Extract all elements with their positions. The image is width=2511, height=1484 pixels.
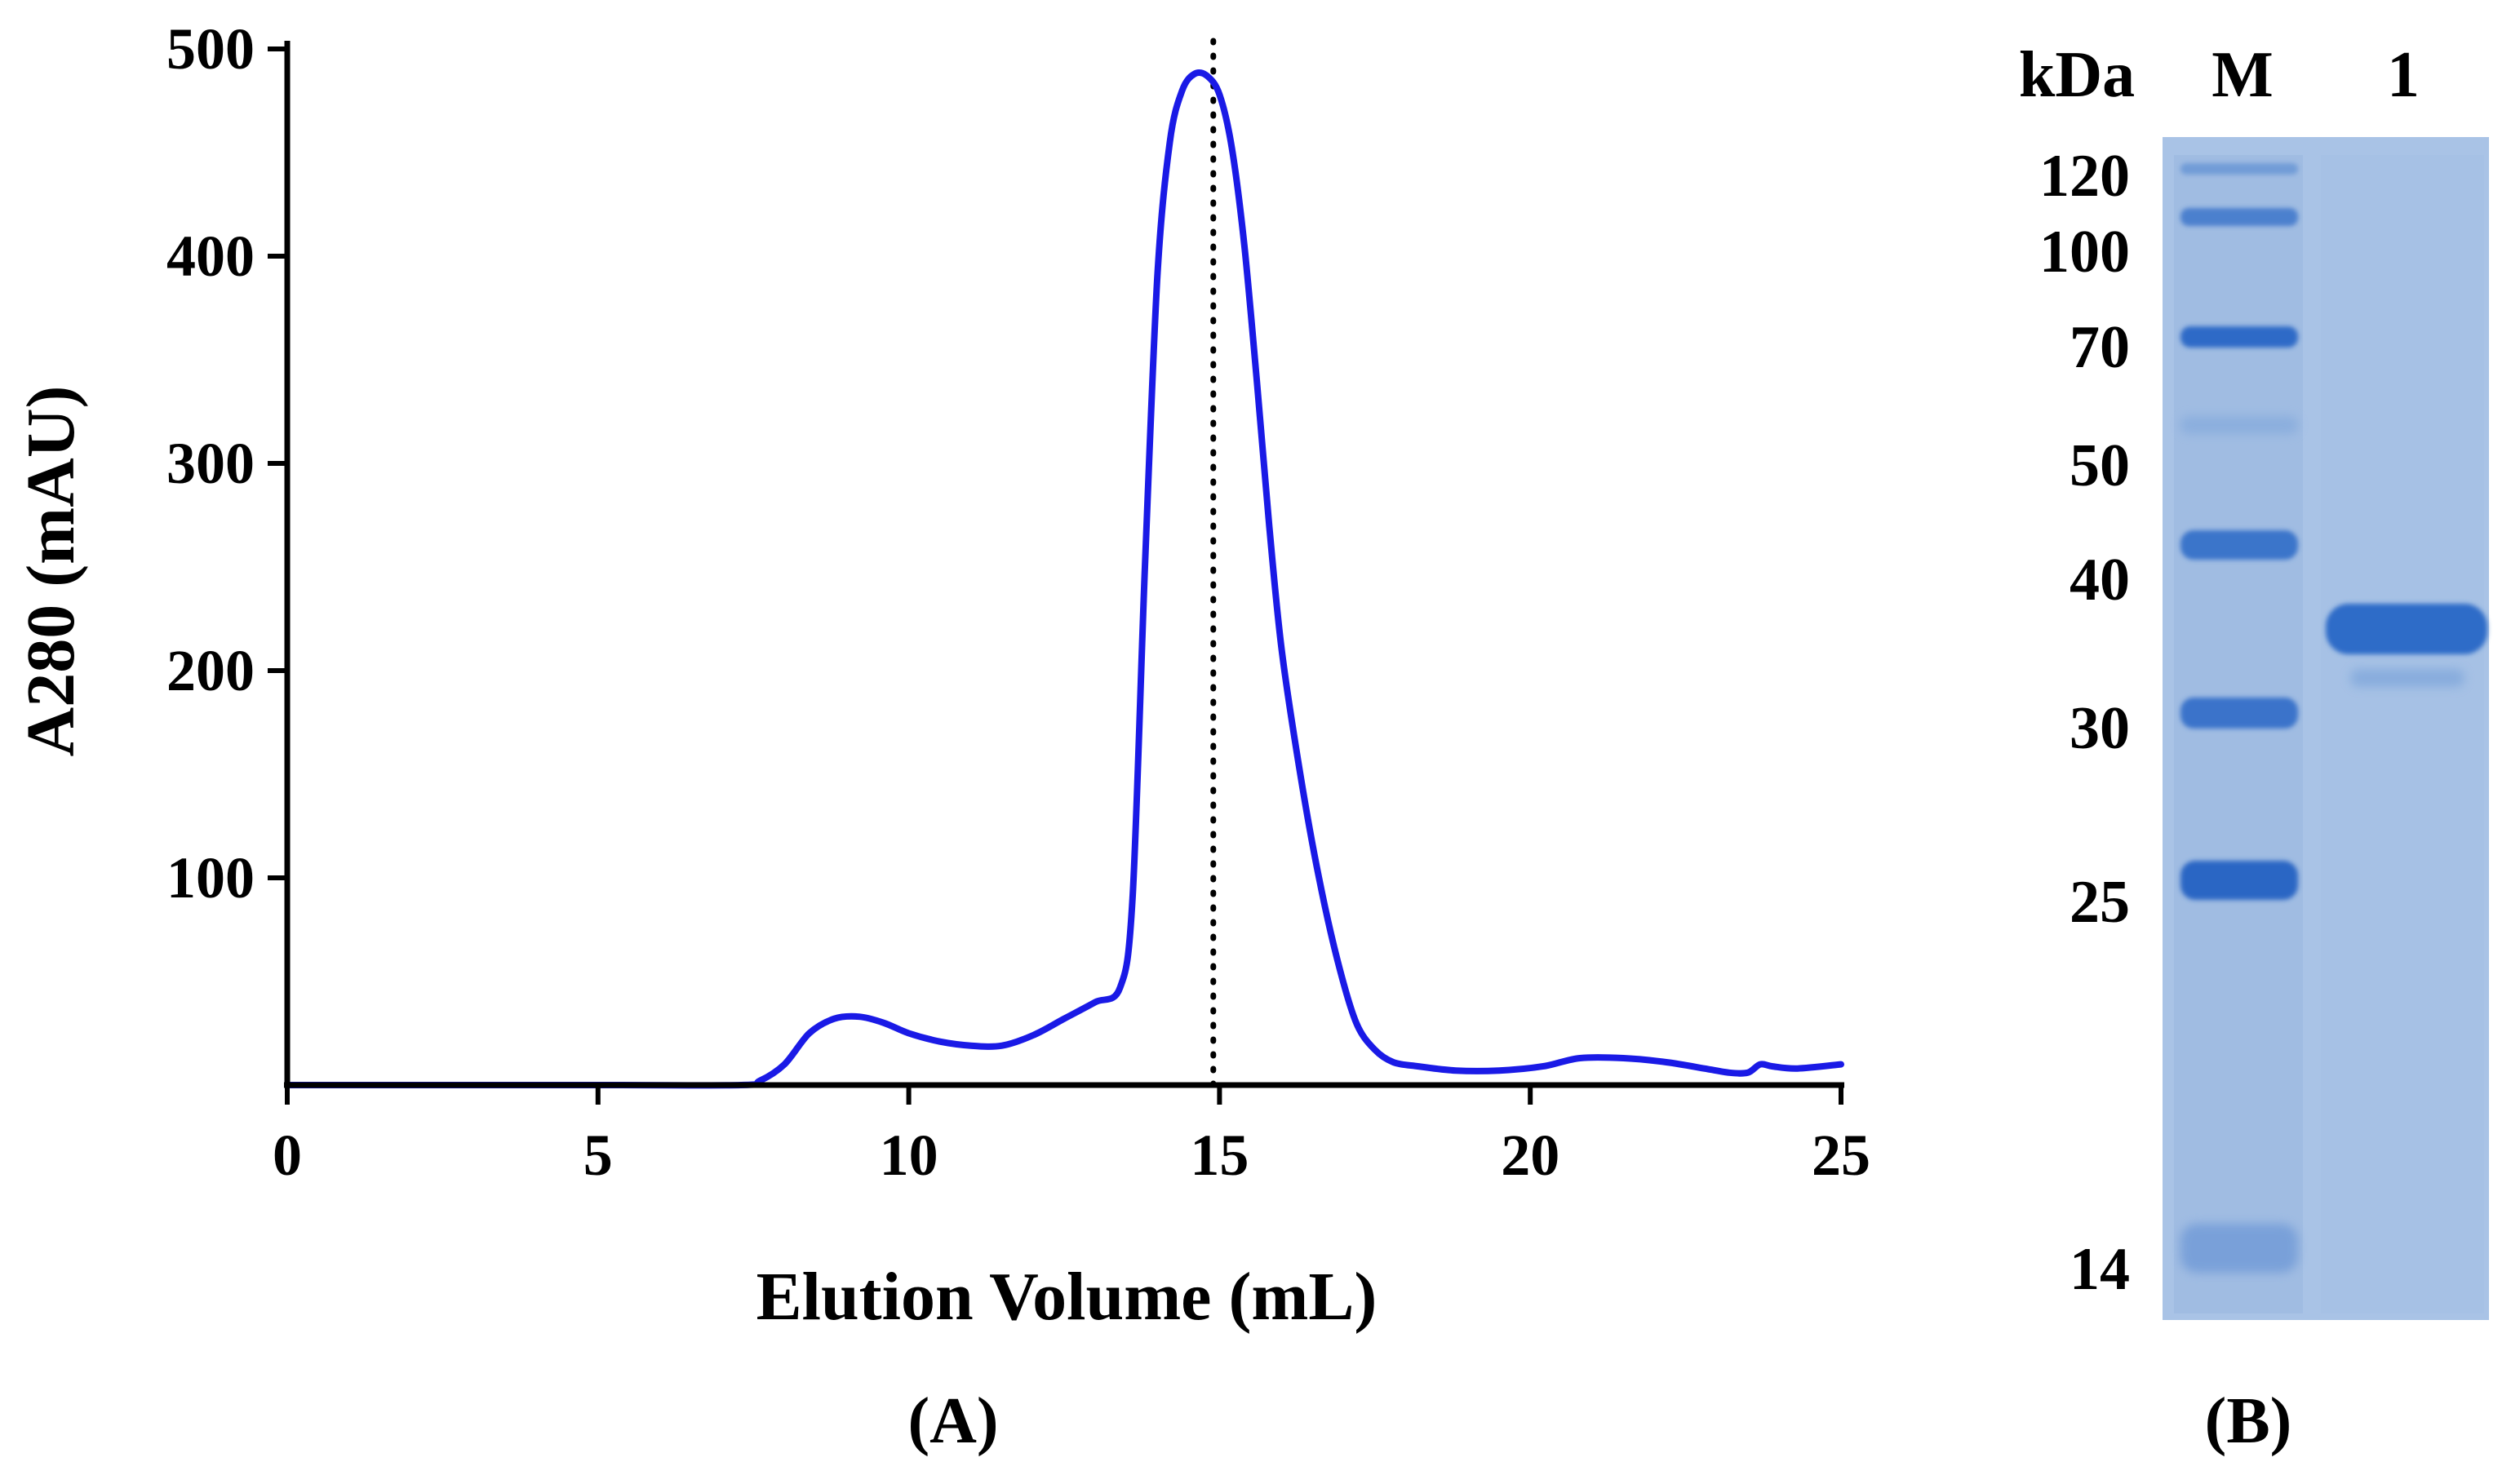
marker-band-110 bbox=[2180, 208, 2298, 226]
x-tick-label: 25 bbox=[1812, 1123, 1870, 1188]
x-tick-label: 15 bbox=[1190, 1123, 1249, 1188]
mw-label-100: 100 bbox=[2039, 219, 2130, 286]
mw-label-40: 40 bbox=[2070, 547, 2130, 614]
x-tick-label: 5 bbox=[583, 1123, 613, 1188]
y-tick-label: 200 bbox=[166, 638, 255, 703]
tick-label-layer: 0 5 10 15 20 25 100 200 300 400 500 bbox=[166, 16, 1870, 1188]
y-tick-label: 300 bbox=[166, 431, 255, 496]
mw-label-70: 70 bbox=[2070, 314, 2130, 381]
mw-label-120: 120 bbox=[2039, 143, 2130, 210]
x-tick-label: 10 bbox=[880, 1123, 938, 1188]
mw-label-14: 14 bbox=[2070, 1236, 2130, 1303]
panel-b-label: (B) bbox=[2205, 1385, 2292, 1457]
marker-band-45 bbox=[2180, 530, 2298, 560]
axes-layer bbox=[268, 41, 1844, 1105]
mw-label-50: 50 bbox=[2070, 432, 2130, 499]
gel-lane-1-label: 1 bbox=[2387, 39, 2420, 111]
chromatogram-chart: 0 5 10 15 20 25 100 200 300 400 500 Elution Volume… bbox=[13, 16, 1870, 1457]
y-axis-title: A280 (mAU) bbox=[13, 386, 89, 757]
marker-band-120 bbox=[2180, 163, 2298, 175]
sds-page-gel: kDa M 1 120 100 70 50 40 30 25 14 (B) bbox=[2019, 39, 2489, 1457]
y-tick-label: 500 bbox=[166, 16, 255, 82]
marker-band-14 bbox=[2180, 1224, 2298, 1273]
marker-band-70 bbox=[2180, 326, 2298, 348]
y-tick-label: 400 bbox=[166, 224, 255, 289]
a280-trace-line bbox=[284, 69, 1844, 1089]
mw-label-25: 25 bbox=[2070, 869, 2130, 936]
sample-band-main bbox=[2326, 604, 2487, 654]
panel-a-label: (A) bbox=[907, 1385, 998, 1457]
gel-unit-label: kDa bbox=[2019, 39, 2135, 111]
marker-band-60 bbox=[2180, 416, 2298, 434]
x-tick-label: 0 bbox=[273, 1123, 302, 1188]
gel-lane-m-label: M bbox=[2212, 39, 2274, 111]
x-axis-title: Elution Volume (mL) bbox=[756, 1259, 1378, 1335]
mw-label-30: 30 bbox=[2070, 695, 2130, 762]
sample-lane-shade bbox=[2321, 155, 2484, 1313]
marker-lane-shade bbox=[2174, 155, 2303, 1313]
marker-band-25 bbox=[2180, 861, 2298, 900]
trace-layer bbox=[284, 69, 1844, 1089]
sample-band-minor bbox=[2350, 669, 2464, 687]
y-tick-label: 100 bbox=[166, 845, 255, 910]
x-tick-label: 20 bbox=[1501, 1123, 1559, 1188]
marker-band-30 bbox=[2180, 698, 2298, 729]
